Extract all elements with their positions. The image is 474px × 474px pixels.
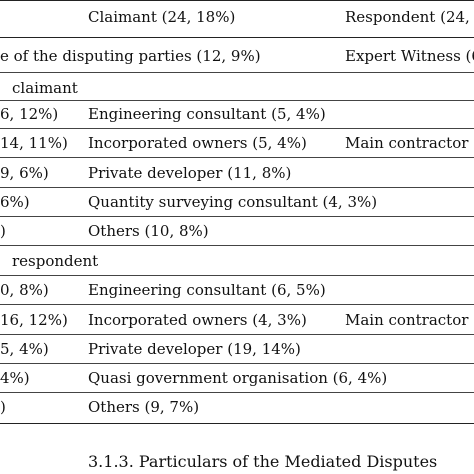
header-rule xyxy=(0,37,474,38)
table-cell: Private developer (11, 8%) xyxy=(88,164,292,182)
section-claimant-title: claimant xyxy=(12,79,78,97)
row-rule xyxy=(0,216,474,217)
table-cell: Quasi government organisation (6, 4%) xyxy=(88,369,388,387)
table-cell: Incorporated owners (5, 4%) xyxy=(88,134,307,152)
table-cell: Incorporated owners (4, 3%) xyxy=(88,311,307,329)
row-rule xyxy=(0,72,474,73)
header-respondent: Respondent (24, 1 xyxy=(345,8,474,26)
table-cell: 5, 4%) xyxy=(0,340,49,358)
table-cell: 9, 6%) xyxy=(0,164,49,182)
table-cell: 6%) xyxy=(0,193,30,211)
row-disputing-parties: e of the disputing parties (12, 9%) xyxy=(0,47,261,65)
table-cell: 16, 12%) xyxy=(0,311,68,329)
table-cell: 14, 11%) xyxy=(0,134,68,152)
row-expert-witness: Expert Witness (6 xyxy=(345,47,474,65)
row-rule xyxy=(0,100,474,101)
table-cell: Engineering consultant (5, 4%) xyxy=(88,105,326,123)
table-cell: ) xyxy=(0,398,6,416)
section-respondent-title: respondent xyxy=(12,252,99,270)
table-cell: Engineering consultant (6, 5%) xyxy=(88,281,326,299)
table-cell: 0, 8%) xyxy=(0,281,49,299)
header-claimant: Claimant (24, 18%) xyxy=(88,8,236,26)
table-cell: ) xyxy=(0,222,6,240)
section-heading: 3.1.3. Particulars of the Mediated Dispu… xyxy=(88,452,438,471)
table-bottom-rule xyxy=(0,423,474,424)
row-rule xyxy=(0,363,474,364)
table-cell: Others (9, 7%) xyxy=(88,398,200,416)
row-rule xyxy=(0,304,474,305)
table-cell: Private developer (19, 14%) xyxy=(88,340,301,358)
row-rule xyxy=(0,187,474,188)
table-cell: Others (10, 8%) xyxy=(88,222,209,240)
row-rule xyxy=(0,275,474,276)
table-cell: Quantity surveying consultant (4, 3%) xyxy=(88,193,378,211)
table-cell: Main contractor (5 xyxy=(345,311,474,329)
table-cell: 4%) xyxy=(0,369,30,387)
row-rule xyxy=(0,334,474,335)
row-rule xyxy=(0,245,474,246)
table-cell: Main contractor (4 xyxy=(345,134,474,152)
row-rule xyxy=(0,392,474,393)
table-cell: 6, 12%) xyxy=(0,105,59,123)
row-rule xyxy=(0,128,474,129)
table-top-rule xyxy=(0,0,474,1)
row-rule xyxy=(0,157,474,158)
